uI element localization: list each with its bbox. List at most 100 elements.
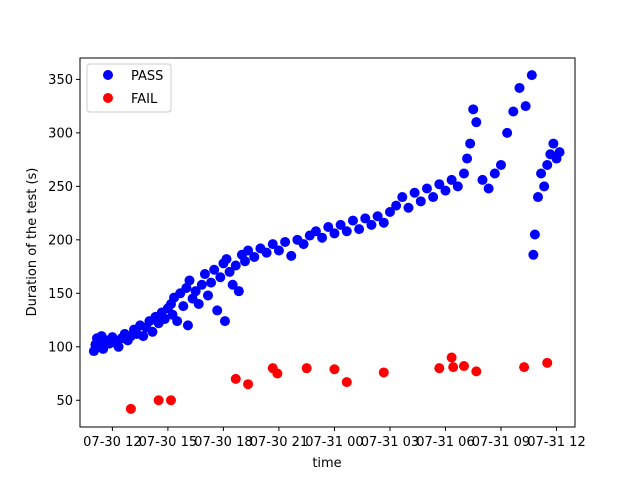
pass-point-69 xyxy=(323,221,334,232)
pass-point-100 xyxy=(502,127,513,138)
y-tick-label-6: 350 xyxy=(48,73,73,88)
fail-point-9 xyxy=(341,377,352,388)
pass-point-85 xyxy=(421,183,432,194)
pass-point-52 xyxy=(230,260,241,271)
pass-point-75 xyxy=(360,213,371,224)
fail-point-17 xyxy=(542,357,553,368)
legend-label-pass: PASS xyxy=(131,69,163,84)
pass-point-67 xyxy=(310,226,321,237)
pass-point-53 xyxy=(233,286,244,297)
fail-point-14 xyxy=(458,361,469,372)
pass-point-22 xyxy=(147,326,158,337)
fail-point-7 xyxy=(301,363,312,374)
fail-point-12 xyxy=(446,352,457,363)
fail-point-16 xyxy=(519,362,530,373)
legend-label-fail: FAIL xyxy=(131,92,158,107)
pass-point-90 xyxy=(452,181,463,192)
pass-point-59 xyxy=(261,247,272,258)
pass-point-35 xyxy=(182,320,193,331)
pass-point-84 xyxy=(415,196,426,207)
pass-point-51 xyxy=(227,279,238,290)
pass-point-95 xyxy=(471,117,482,128)
pass-point-43 xyxy=(206,277,217,288)
pass-point-112 xyxy=(548,138,559,149)
fail-point-8 xyxy=(329,364,340,375)
pass-point-91 xyxy=(458,168,469,179)
pass-point-114 xyxy=(554,147,565,158)
pass-point-63 xyxy=(286,250,297,261)
pass-point-34 xyxy=(181,282,192,293)
pass-point-31 xyxy=(172,316,183,327)
pass-point-68 xyxy=(317,232,328,243)
fail-point-0 xyxy=(125,403,136,414)
y-tick-label-1: 100 xyxy=(48,340,73,355)
pass-point-19 xyxy=(138,331,149,342)
pass-point-65 xyxy=(298,239,309,250)
plot-frame xyxy=(79,57,576,428)
fail-point-6 xyxy=(272,368,283,379)
x-tick-label-8: 07-31 12 xyxy=(527,435,585,450)
legend: PASS FAIL xyxy=(86,63,172,113)
pass-point-97 xyxy=(483,183,494,194)
pass-point-104 xyxy=(526,70,537,81)
pass-point-81 xyxy=(397,192,408,203)
pass-point-105 xyxy=(528,249,539,260)
pass-point-71 xyxy=(335,219,346,230)
x-tick-label-2: 07-30 18 xyxy=(194,435,252,450)
pass-point-33 xyxy=(178,301,189,312)
fail-point-11 xyxy=(434,363,445,374)
pass-point-92 xyxy=(462,153,473,164)
pass-point-109 xyxy=(539,181,550,192)
pass-point-94 xyxy=(468,104,479,115)
pass-point-49 xyxy=(221,254,232,265)
pass-point-57 xyxy=(249,251,260,262)
pass-point-86 xyxy=(428,192,439,203)
fail-point-3 xyxy=(230,373,241,384)
points-layer xyxy=(88,70,565,414)
fail-point-4 xyxy=(243,379,254,390)
pass-point-46 xyxy=(215,272,226,283)
pass-point-72 xyxy=(341,226,352,237)
x-tick-label-0: 07-30 12 xyxy=(83,435,141,450)
fail-point-13 xyxy=(448,362,459,373)
fail-point-15 xyxy=(471,366,482,377)
pass-point-96 xyxy=(477,174,488,185)
pass-point-87 xyxy=(434,179,445,190)
pass-point-70 xyxy=(329,228,340,239)
y-axis-label: Duration of the test (s) xyxy=(25,168,40,317)
y-tick-label-3: 200 xyxy=(48,233,73,248)
pass-point-80 xyxy=(391,200,402,211)
pass-point-55 xyxy=(240,256,250,267)
pass-point-73 xyxy=(347,215,358,226)
pass-point-41 xyxy=(199,269,210,280)
x-tick-label-6: 07-31 06 xyxy=(416,435,474,450)
pass-point-101 xyxy=(508,106,519,117)
pass-point-107 xyxy=(532,192,543,203)
pass-point-79 xyxy=(384,207,395,218)
x-tick-label-1: 07-30 15 xyxy=(139,435,197,450)
x-axis-label: time xyxy=(312,456,341,471)
pass-point-42 xyxy=(202,290,213,301)
pass-point-99 xyxy=(495,159,506,170)
x-tick-label-7: 07-31 09 xyxy=(472,435,530,450)
pass-point-45 xyxy=(212,305,223,316)
pass-point-103 xyxy=(520,101,531,112)
pass-point-39 xyxy=(193,299,204,309)
pass-point-102 xyxy=(514,82,525,93)
pass-point-108 xyxy=(536,168,547,179)
pass-point-11 xyxy=(113,341,124,352)
y-tick-label-4: 250 xyxy=(48,180,73,195)
pass-point-106 xyxy=(529,229,540,240)
y-tick-label-0: 50 xyxy=(56,394,73,409)
pass-point-93 xyxy=(465,138,476,149)
pass-point-110 xyxy=(542,159,553,170)
pass-point-56 xyxy=(243,245,254,256)
pass-point-60 xyxy=(267,239,278,250)
fail-point-10 xyxy=(378,367,389,378)
fail-point-2 xyxy=(165,395,176,406)
y-tick-label-2: 150 xyxy=(48,287,73,302)
pass-point-76 xyxy=(366,219,377,230)
pass-point-61 xyxy=(273,245,284,256)
